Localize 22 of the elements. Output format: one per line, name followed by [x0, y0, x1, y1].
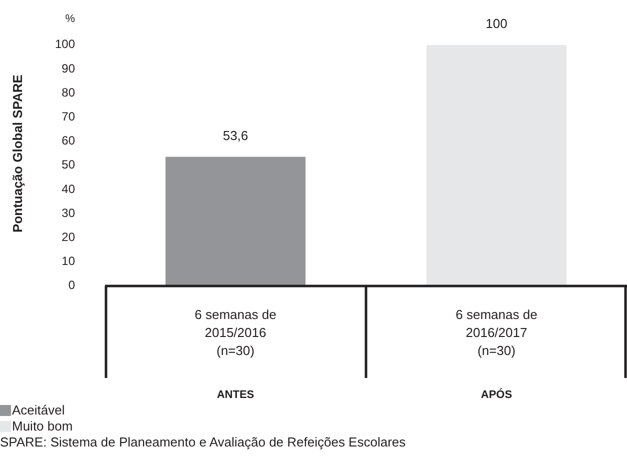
text: SPARE: Sistema de Planeamento e Avaliação de Refeições Escolares — [0, 434, 406, 450]
x-tick-label: 6 semanas de 2016/2017 (n=30) — [456, 307, 538, 358]
text: 100 — [486, 16, 508, 31]
y-tick-label: 100 — [54, 37, 76, 52]
y-tick-label: 90 — [62, 61, 76, 76]
y-tick-label: 20 — [62, 230, 76, 244]
y-tick-label: 50 — [62, 158, 76, 172]
legend-label: Aceitável — [12, 402, 65, 418]
legend-label: Muito bom — [12, 418, 73, 434]
y-tick-label: 10 — [62, 254, 76, 268]
y-tick-label: 60 — [62, 134, 76, 148]
y-tick-label: 0 — [68, 278, 76, 292]
text: APÓS — [480, 388, 512, 401]
text: % — [65, 12, 76, 25]
text: ANTES — [216, 388, 254, 401]
y-axis-title: Pontuação Global SPARE — [10, 74, 25, 232]
y-tick-label: 30 — [62, 206, 76, 220]
y-tick-label: 40 — [62, 182, 76, 196]
text: 53,6 — [222, 128, 248, 143]
x-tick-label: 6 semanas de 2015/2016 (n=30) — [194, 307, 276, 358]
y-tick-label: 80 — [62, 85, 76, 100]
y-tick-label: 70 — [62, 109, 76, 124]
